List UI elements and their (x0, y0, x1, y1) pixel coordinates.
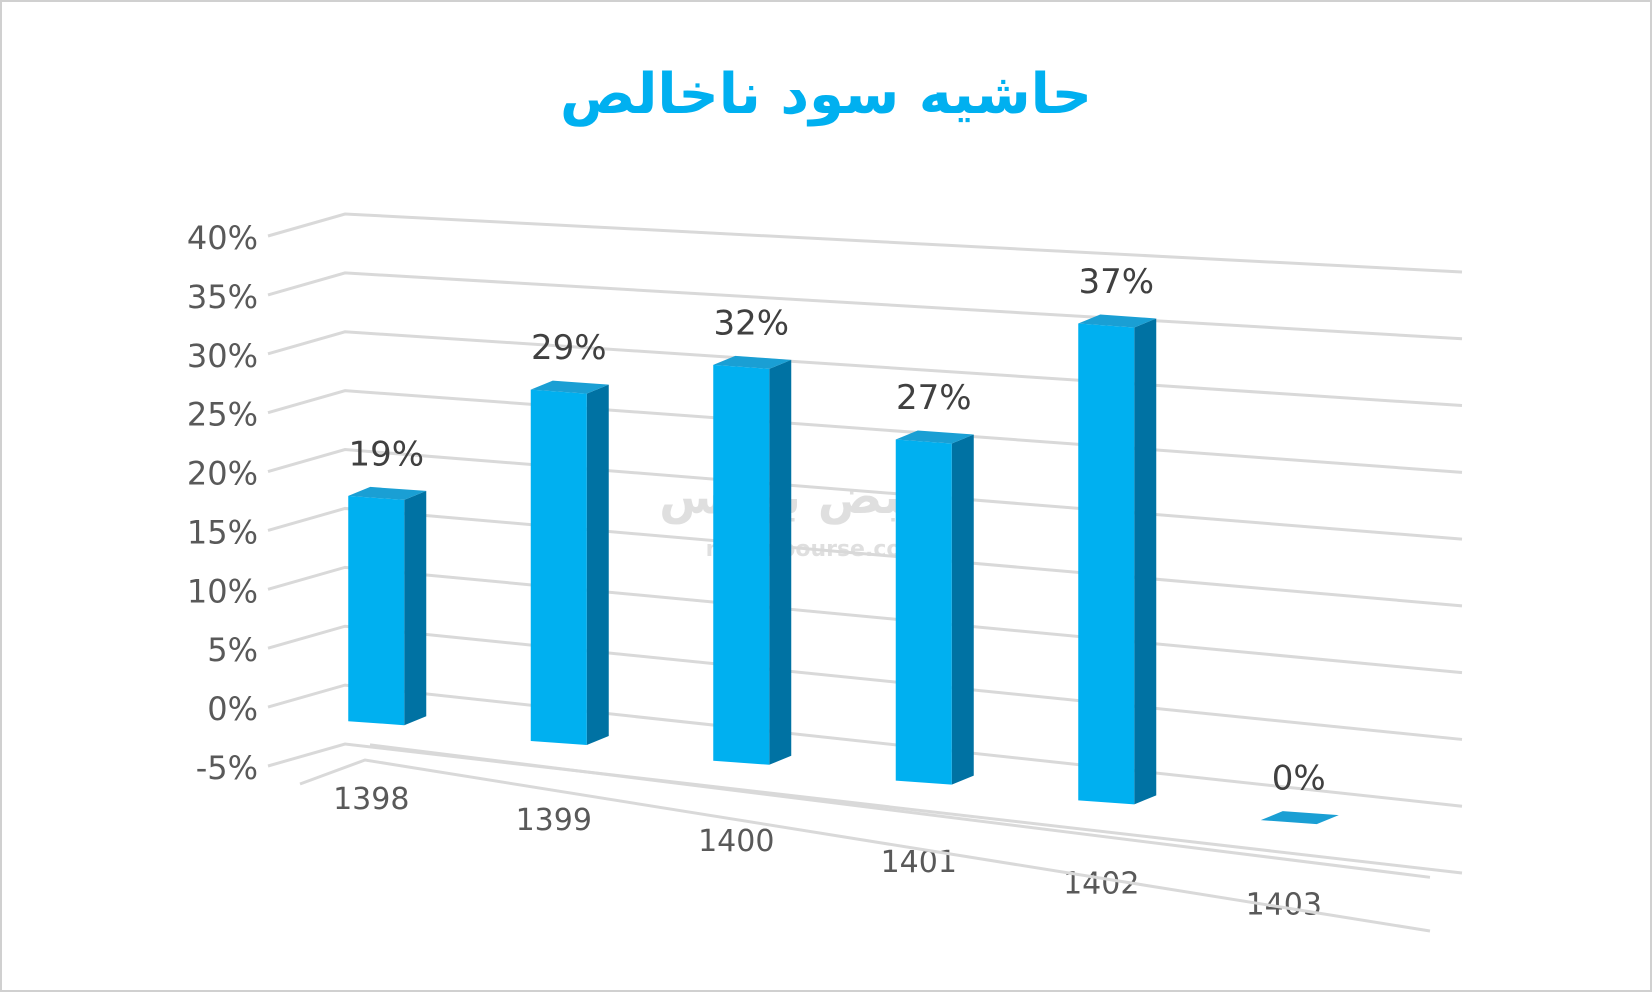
floor-edge (369, 743, 1431, 879)
data-label: 27% (896, 378, 972, 418)
bar-top (1078, 314, 1157, 328)
y-tick-label: 20% (187, 455, 258, 493)
bar (895, 439, 952, 785)
data-label: 29% (531, 328, 607, 368)
chart-title: حاشیه سود ناخالص (560, 62, 1092, 127)
bar-top (348, 486, 427, 500)
x-tick-label: 1399 (516, 803, 592, 838)
y-tick-label: 10% (187, 572, 258, 610)
bar-side (951, 434, 974, 785)
bar (530, 389, 587, 745)
grid-line (267, 271, 1463, 341)
bar-top (895, 430, 974, 444)
y-tick-label: 15% (187, 513, 258, 551)
x-tick-label: 1400 (698, 824, 774, 859)
bar-side (586, 384, 609, 745)
bar-top (530, 380, 609, 394)
y-tick-label: 35% (187, 278, 258, 316)
y-tick-label: 25% (187, 396, 258, 434)
y-tick-label: 40% (187, 219, 258, 257)
y-tick-label: 0% (207, 690, 258, 728)
bar-top (713, 355, 792, 369)
y-tick-label: 30% (187, 337, 258, 375)
x-tick-label: 1398 (333, 782, 409, 817)
bar (1078, 323, 1135, 805)
x-tick-label: 1403 (1246, 887, 1322, 922)
bar-side (769, 359, 792, 765)
bar (713, 364, 770, 765)
bar-side (1134, 318, 1157, 805)
bar-side (404, 490, 427, 726)
x-tick-label: 1401 (881, 845, 957, 880)
floor-front (299, 758, 1431, 933)
bar (348, 495, 405, 726)
data-label: 32% (713, 303, 789, 343)
data-label: 0% (1272, 759, 1326, 799)
y-tick-label: -5% (196, 749, 258, 787)
bar-top (1260, 811, 1339, 825)
grid-line (267, 742, 1463, 875)
data-label: 37% (1078, 262, 1154, 302)
y-tick-label: 5% (207, 631, 258, 669)
grid-line (267, 212, 1463, 274)
data-label: 19% (348, 434, 424, 474)
